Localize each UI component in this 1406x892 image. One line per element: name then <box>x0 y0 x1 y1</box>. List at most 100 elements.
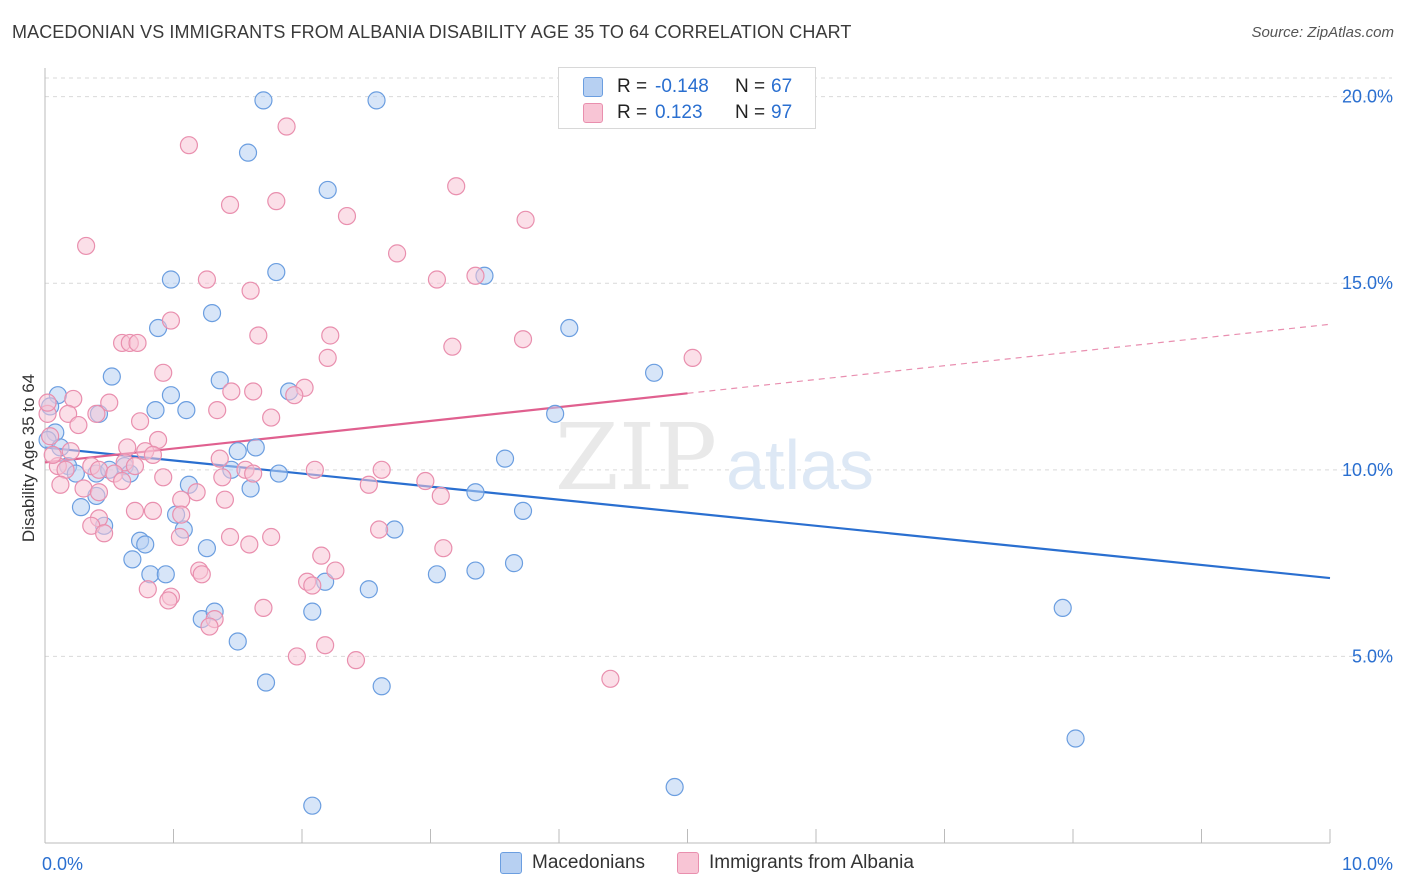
x-tick-label: 10.0% <box>1342 854 1393 874</box>
point-albania <box>154 363 173 382</box>
r-label: R = <box>617 76 648 97</box>
series-legend: Macedonians Immigrants from Albania <box>500 852 946 874</box>
point-albania <box>513 330 533 349</box>
point-albania <box>222 382 241 401</box>
y-tick-label: 10.0% <box>1342 460 1393 480</box>
legend-item-albania[interactable]: Immigrants from Albania <box>677 852 914 874</box>
n-label: N = <box>735 102 766 123</box>
point-macedonians <box>123 550 142 569</box>
point-albania <box>112 471 132 491</box>
point-albania <box>326 561 345 580</box>
legend-item-macedonians[interactable]: Macedonians <box>500 852 645 874</box>
point-albania <box>77 236 96 256</box>
point-macedonians <box>372 677 391 696</box>
point-albania <box>154 468 173 487</box>
watermark-atlas: atlas <box>726 426 874 504</box>
point-albania <box>200 617 219 636</box>
point-albania <box>61 442 80 461</box>
point-albania <box>41 427 60 446</box>
point-albania <box>427 270 447 289</box>
point-macedonians <box>1066 729 1085 748</box>
point-macedonians <box>161 386 181 405</box>
point-albania <box>187 483 206 502</box>
point-macedonians <box>246 438 265 457</box>
point-albania <box>262 408 281 427</box>
n-value: 97 <box>771 102 793 123</box>
point-albania <box>38 393 57 412</box>
n-value: 67 <box>771 76 793 97</box>
point-albania <box>447 177 466 196</box>
point-macedonians <box>385 520 404 539</box>
point-macedonians <box>269 464 288 483</box>
point-albania <box>197 270 217 289</box>
legend-row-albania: R = 0.123 N = 97 <box>583 101 792 125</box>
point-albania <box>316 636 335 655</box>
n-label: N = <box>735 76 766 97</box>
point-albania <box>241 281 260 300</box>
point-albania <box>170 527 190 547</box>
point-albania <box>601 669 620 688</box>
point-albania <box>305 460 324 479</box>
point-albania <box>466 266 485 285</box>
point-macedonians <box>146 401 165 420</box>
point-albania <box>240 535 259 554</box>
watermark-zip: ZIP <box>555 404 717 511</box>
point-albania <box>89 460 109 479</box>
point-albania <box>337 206 357 226</box>
correlation-legend: R = -0.148 N = 67 R = 0.123 N = 97 <box>558 67 816 129</box>
r-label: R = <box>617 102 648 123</box>
point-albania <box>179 136 199 155</box>
point-albania <box>318 348 337 367</box>
point-albania <box>118 438 137 457</box>
point-albania <box>387 244 407 263</box>
point-albania <box>87 404 106 423</box>
point-macedonians <box>546 404 565 423</box>
point-macedonians <box>466 483 485 502</box>
point-albania <box>267 192 286 211</box>
point-albania <box>213 468 232 487</box>
legend-swatch-blue <box>583 77 603 97</box>
point-albania <box>74 479 93 498</box>
point-macedonians <box>513 501 533 520</box>
point-albania <box>143 501 163 520</box>
trendline-albania-extrapolated <box>687 323 1331 394</box>
legend-label: Immigrants from Albania <box>709 852 914 873</box>
legend-swatch-pink <box>583 103 603 123</box>
point-macedonians <box>228 632 247 651</box>
point-albania <box>220 527 240 547</box>
point-albania <box>303 576 322 595</box>
point-macedonians <box>359 580 378 599</box>
point-albania <box>125 501 145 520</box>
point-albania <box>69 415 88 435</box>
r-value: -0.148 <box>655 76 709 97</box>
point-macedonians <box>303 796 322 815</box>
point-albania <box>95 524 114 543</box>
point-albania <box>59 404 78 423</box>
point-albania <box>431 486 450 506</box>
point-albania <box>128 333 147 353</box>
x-tick-label: 0.0% <box>42 854 83 874</box>
point-macedonians <box>241 479 260 498</box>
point-albania <box>43 445 62 465</box>
point-albania <box>192 565 211 584</box>
point-macedonians <box>1053 598 1072 618</box>
point-albania <box>359 475 378 494</box>
legend-swatch-pink <box>677 852 700 874</box>
point-albania <box>161 311 181 330</box>
point-macedonians <box>318 180 337 200</box>
data-points <box>38 91 1085 815</box>
legend-label: Macedonians <box>532 852 646 873</box>
source-attribution: Source: ZipAtlas.com <box>1251 24 1394 41</box>
point-albania <box>208 401 227 420</box>
y-axis-label: Disability Age 35 to 64 <box>19 374 38 542</box>
point-macedonians <box>102 367 121 386</box>
point-albania <box>516 210 535 229</box>
point-albania <box>321 326 340 345</box>
point-macedonians <box>161 270 181 289</box>
point-macedonians <box>156 565 175 584</box>
point-albania <box>100 393 119 412</box>
point-albania <box>215 490 234 509</box>
point-albania <box>285 386 304 405</box>
point-macedonians <box>644 363 664 382</box>
